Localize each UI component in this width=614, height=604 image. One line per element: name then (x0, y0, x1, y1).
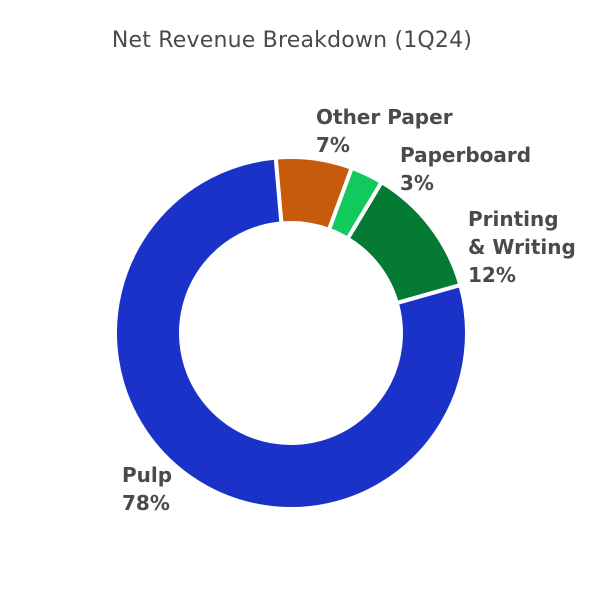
label-other-paper: Other Paper 7% (316, 105, 453, 157)
slice-value-label: 78% (122, 491, 170, 515)
slice-value-label: 7% (316, 133, 350, 157)
slice-value-label: 3% (400, 171, 434, 195)
slice-name-label: Paperboard (400, 143, 531, 167)
slice-name-label: Pulp (122, 463, 172, 487)
label-pulp: Pulp 78% (122, 463, 172, 515)
slice-name-label: Printing (468, 207, 559, 231)
slice-value-label: 12% (468, 263, 516, 287)
label-printing-writing: Printing & Writing 12% (468, 207, 576, 287)
slice-name-label: Other Paper (316, 105, 453, 129)
chart-title: Net Revenue Breakdown (1Q24) (111, 28, 473, 53)
slice-name-label: & Writing (468, 235, 576, 259)
label-paperboard: Paperboard 3% (400, 143, 531, 195)
slice-pulp (113, 155, 469, 511)
